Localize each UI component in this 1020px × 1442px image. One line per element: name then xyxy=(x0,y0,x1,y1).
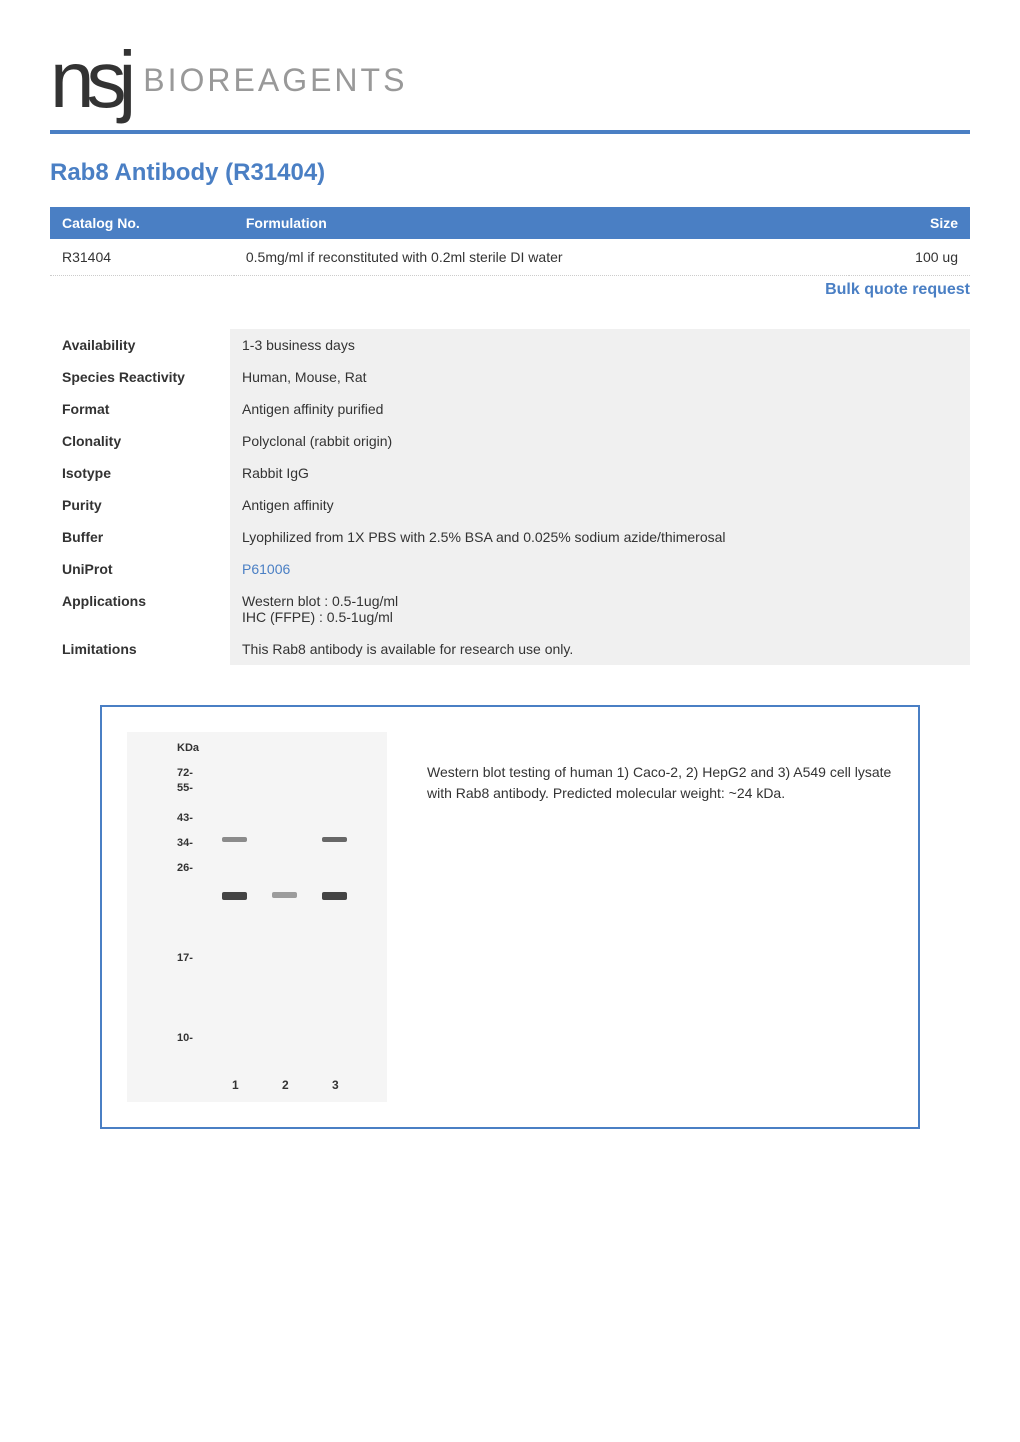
wb-lane-label: 2 xyxy=(282,1078,289,1092)
catalog-number: R31404 xyxy=(50,239,234,276)
table-row: R31404 0.5mg/ml if reconstituted with 0.… xyxy=(50,239,970,276)
spec-label: UniProt xyxy=(50,553,230,585)
wb-marker: 26- xyxy=(177,862,193,874)
spec-label: Format xyxy=(50,393,230,425)
wb-marker: 17- xyxy=(177,952,193,964)
spec-row: ApplicationsWestern blot : 0.5-1ug/ml IH… xyxy=(50,585,970,633)
spec-label: Purity xyxy=(50,489,230,521)
spec-label: Species Reactivity xyxy=(50,361,230,393)
spec-row: Availability1-3 business days xyxy=(50,329,970,361)
wb-marker: 10- xyxy=(177,1032,193,1044)
spec-value: Antigen affinity purified xyxy=(230,393,970,425)
western-blot-image: KDa 72- 55- 43- 34- 26- 17- 10- 1 2 3 xyxy=(127,732,387,1102)
wb-lane-label: 1 xyxy=(232,1078,239,1092)
spec-row: FormatAntigen affinity purified xyxy=(50,393,970,425)
bulk-quote-container: Bulk quote request xyxy=(50,281,970,299)
spec-label: Buffer xyxy=(50,521,230,553)
spec-row: IsotypeRabbit IgG xyxy=(50,457,970,489)
bulk-quote-link[interactable]: Bulk quote request xyxy=(825,281,970,298)
wb-marker: 34- xyxy=(177,837,193,849)
spec-row: ClonalityPolyclonal (rabbit origin) xyxy=(50,425,970,457)
wb-marker: 43- xyxy=(177,812,193,824)
logo-text: BIOREAGENTS xyxy=(143,62,407,99)
image-caption: Western blot testing of human 1) Caco-2,… xyxy=(427,732,893,804)
spec-value: P61006 xyxy=(230,553,970,585)
logo-mark: nsj xyxy=(50,40,128,120)
wb-marker: 55- xyxy=(177,782,193,794)
catalog-header-number: Catalog No. xyxy=(50,207,234,239)
wb-band xyxy=(222,837,247,842)
spec-row: UniProt P61006 xyxy=(50,553,970,585)
kda-label: KDa xyxy=(177,742,199,754)
spec-value: This Rab8 antibody is available for rese… xyxy=(230,633,970,665)
catalog-formulation: 0.5mg/ml if reconstituted with 0.2ml ste… xyxy=(234,239,849,276)
wb-band xyxy=(222,892,247,900)
wb-lane-label: 3 xyxy=(332,1078,339,1092)
spec-value: Western blot : 0.5-1ug/ml IHC (FFPE) : 0… xyxy=(230,585,970,633)
wb-band xyxy=(272,892,297,898)
spec-row: PurityAntigen affinity xyxy=(50,489,970,521)
image-panel: KDa 72- 55- 43- 34- 26- 17- 10- 1 2 3 Western blo… xyxy=(100,705,920,1129)
spec-value: 1-3 business days xyxy=(230,329,970,361)
spec-table: Availability1-3 business daysSpecies Rea… xyxy=(50,329,970,665)
spec-value: Polyclonal (rabbit origin) xyxy=(230,425,970,457)
spec-row: Species ReactivityHuman, Mouse, Rat xyxy=(50,361,970,393)
spec-label: Limitations xyxy=(50,633,230,665)
spec-label: Clonality xyxy=(50,425,230,457)
catalog-header-size: Size xyxy=(849,207,970,239)
page-title: Rab8 Antibody (R31404) xyxy=(50,159,970,187)
catalog-header-formulation: Formulation xyxy=(234,207,849,239)
spec-value: Rabbit IgG xyxy=(230,457,970,489)
spec-label: Applications xyxy=(50,585,230,633)
catalog-table: Catalog No. Formulation Size R31404 0.5m… xyxy=(50,207,970,276)
logo: nsj BIOREAGENTS xyxy=(50,40,970,120)
uniprot-link[interactable]: P61006 xyxy=(242,561,290,577)
spec-row: BufferLyophilized from 1X PBS with 2.5% … xyxy=(50,521,970,553)
wb-marker: 72- xyxy=(177,767,193,779)
wb-band xyxy=(322,892,347,900)
spec-value: Lyophilized from 1X PBS with 2.5% BSA an… xyxy=(230,521,970,553)
spec-row: LimitationsThis Rab8 antibody is availab… xyxy=(50,633,970,665)
spec-label: Availability xyxy=(50,329,230,361)
header-divider xyxy=(50,130,970,134)
catalog-size: 100 ug xyxy=(849,239,970,276)
spec-label: Isotype xyxy=(50,457,230,489)
wb-band xyxy=(322,837,347,842)
spec-value: Human, Mouse, Rat xyxy=(230,361,970,393)
spec-value: Antigen affinity xyxy=(230,489,970,521)
